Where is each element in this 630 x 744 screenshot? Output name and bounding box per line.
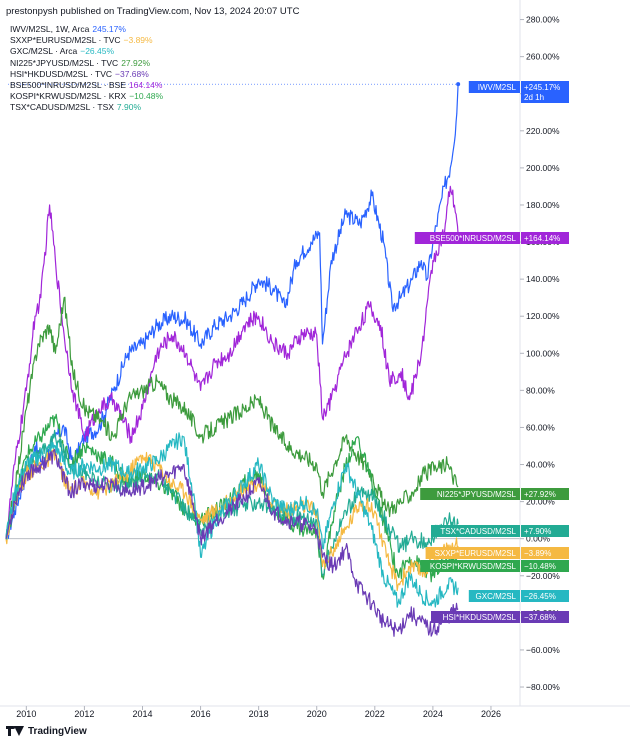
legend-value: 245.17% (92, 24, 126, 34)
series-name-badge-text: GXC/M2SL (476, 592, 517, 601)
series-name-badge-text: KOSPI*KRWUSD/M2SL (430, 562, 517, 571)
series-name-badge-text: NI225*JPYUSD/M2SL (437, 490, 517, 499)
legend-label: TSX*CADUSD/M2SL · TSX (10, 102, 114, 113)
publish-header: prestonpysh published on TradingView.com… (6, 6, 300, 17)
series-name-badge (468, 590, 520, 602)
legend-item: NI225*JPYUSD/M2SL · TVC 27.92% (10, 58, 163, 69)
y-tick-label: −80.00% (526, 682, 560, 692)
y-tick-label: 260.00% (526, 52, 560, 62)
series-value-badge (521, 232, 569, 244)
series-value-badge (521, 525, 569, 537)
y-tick-label: 180.00% (526, 200, 560, 210)
y-tick-label: 100.00% (526, 348, 560, 358)
series-value-badge (521, 547, 569, 559)
legend-item: IWV/M2SL, 1W, Arca 245.17% (10, 24, 163, 35)
series-value-badge-text: −10.48% (524, 562, 556, 571)
series-value-badge (521, 81, 569, 103)
series-name-badge-text: SXXP*EURUSD/M2SL (435, 549, 517, 558)
series-name-badge (414, 232, 520, 244)
legend-value: 27.92% (121, 57, 151, 68)
series-value-badge (521, 488, 569, 500)
legend-value: 7.90% (116, 102, 142, 113)
x-tick-label: 2014 (132, 709, 152, 719)
legend: IWV/M2SL, 1W, Arca 245.17% SXXP*EURUSD/M2S… (10, 24, 163, 114)
legend-value: −10.48% (129, 91, 163, 102)
series-name-badge (420, 488, 520, 500)
series-value-badge-text: −26.45% (524, 592, 556, 601)
x-tick-label: 2012 (74, 709, 94, 719)
legend-value: −3.89% (123, 35, 153, 46)
legend-item: SXXP*EURUSD/M2SL · TVC −3.89% (10, 35, 163, 46)
series-countdown-text: 2d 1h (524, 93, 544, 102)
legend-item: HSI*HKDUSD/M2SL · TVC −37.68% (10, 69, 163, 80)
series-name-badge-text: TSX*CADUSD/M2SL (440, 527, 516, 536)
legend-label: SXXP*EURUSD/M2SL · TVC (10, 35, 121, 46)
series-value-badge (521, 611, 569, 623)
legend-label: HSI*HKDUSD/M2SL · TVC (10, 68, 113, 79)
series-name-badge-text: HSI*HKDUSD/M2SL (443, 613, 517, 622)
x-tick-label: 2020 (307, 709, 327, 719)
legend-item: KOSPI*KRWUSD/M2SL · KRX −10.48% (10, 91, 163, 102)
series-line-bse (5, 185, 459, 540)
x-tick-label: 2024 (423, 709, 443, 719)
iwv-last-point (456, 82, 461, 87)
x-tick-label: 2016 (191, 709, 211, 719)
y-tick-label: 20.00% (526, 497, 555, 507)
tradingview-logo-icon (6, 726, 24, 737)
y-tick-label: 120.00% (526, 311, 560, 321)
legend-value: 164.14% (128, 80, 163, 91)
y-tick-label: 140.00% (526, 274, 560, 284)
legend-label: NI225*JPYUSD/M2SL · TVC (10, 57, 119, 68)
series-value-badge-text: +7.90% (524, 527, 551, 536)
legend-label: IWV/M2SL, 1W, Arca (10, 24, 90, 34)
y-tick-label: 40.00% (526, 460, 555, 470)
x-tick-label: 2010 (16, 709, 36, 719)
series-badges: IWV/M2SL +245.17%2d 1h BSE500*INRUSD/M2SL +… (8, 81, 569, 623)
y-tick-label: 80.00% (526, 385, 555, 395)
series-value-badge (521, 590, 569, 602)
series-value-badge-text: +27.92% (524, 490, 556, 499)
legend-label: GXC/M2SL · Arca (10, 46, 78, 57)
legend-item: GXC/M2SL · Arca −26.45% (10, 46, 163, 57)
series-layer (5, 84, 459, 637)
legend-label: BSE500*INRUSD/M2SL · BSE (10, 80, 126, 91)
y-tick-label: 200.00% (526, 163, 560, 173)
series-value-badge-text: −3.89% (524, 549, 551, 558)
y-tick-label: 280.00% (526, 15, 560, 25)
series-line-hsi (5, 448, 459, 637)
y-tick-label: 0.00% (526, 534, 551, 544)
series-name-badge (431, 525, 520, 537)
series-line-ni225 (5, 296, 459, 539)
legend-label: KOSPI*KRWUSD/M2SL · KRX (10, 91, 127, 102)
x-tick-label: 2026 (481, 709, 501, 719)
footer: TradingView (6, 726, 87, 737)
series-name-badge-text: BSE500*INRUSD/M2SL (430, 234, 517, 243)
legend-item: TSX*CADUSD/M2SL · TSX 7.90% (10, 102, 163, 113)
series-value-badge-text: +245.17% (524, 83, 560, 92)
footer-brand: TradingView (28, 726, 87, 737)
y-tick-label: 220.00% (526, 126, 560, 136)
x-tick-label: 2018 (249, 709, 269, 719)
series-name-badge (420, 560, 520, 572)
series-value-badge-text: −37.68% (524, 613, 556, 622)
legend-item: BSE500*INRUSD/M2SL · BSE 164.14% (10, 80, 163, 91)
series-name-badge (431, 611, 520, 623)
y-tick-label: −60.00% (526, 645, 560, 655)
time-axis-labels: 2010 2012 2014 2016 2018 2020 2022 2024 2026 (16, 706, 501, 719)
series-name-badge (468, 81, 520, 93)
y-tick-label: −20.00% (526, 571, 560, 581)
y-tick-label: 60.00% (526, 422, 555, 432)
series-value-badge (521, 560, 569, 572)
legend-value: −26.45% (80, 46, 115, 57)
x-tick-label: 2022 (365, 709, 385, 719)
series-line-gxc (5, 432, 459, 608)
series-line-iwv (5, 84, 459, 539)
series-name-badge-text: IWV/M2SL (478, 83, 517, 92)
legend-value: −37.68% (115, 68, 149, 79)
series-value-badge-text: +164.14% (524, 234, 560, 243)
series-name-badge (425, 547, 520, 559)
